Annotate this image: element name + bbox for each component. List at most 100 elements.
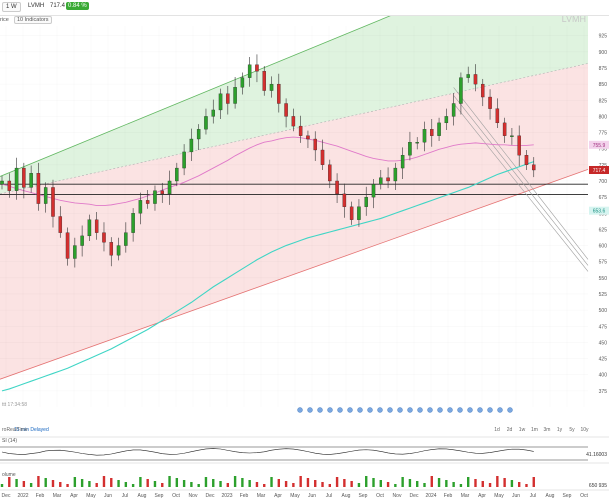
event-icon[interactable] <box>397 407 403 413</box>
candle[interactable] <box>335 180 339 195</box>
candle[interactable] <box>218 93 223 111</box>
candle[interactable] <box>167 180 172 195</box>
candle[interactable] <box>14 167 19 191</box>
candle[interactable] <box>182 151 186 169</box>
candle[interactable] <box>524 155 529 165</box>
candle[interactable] <box>7 180 12 191</box>
candle[interactable] <box>371 184 376 198</box>
candle[interactable] <box>328 164 332 182</box>
candle[interactable] <box>124 232 128 246</box>
candle[interactable] <box>510 135 514 137</box>
candle[interactable] <box>364 196 368 207</box>
candle[interactable] <box>240 77 245 88</box>
candle[interactable] <box>444 116 449 124</box>
candle[interactable] <box>342 193 347 207</box>
candle[interactable] <box>291 116 296 127</box>
event-icon[interactable] <box>447 407 453 413</box>
channel-upper-line[interactable] <box>0 0 588 177</box>
event-icon[interactable] <box>507 407 513 413</box>
candle[interactable] <box>102 232 106 243</box>
candle[interactable] <box>175 167 179 182</box>
event-icon[interactable] <box>497 407 503 413</box>
candle[interactable] <box>153 190 157 204</box>
event-icon[interactable] <box>367 407 373 413</box>
range-button-1w[interactable]: 1w <box>519 427 526 433</box>
candle[interactable] <box>430 129 434 136</box>
range-button-1m[interactable]: 1m <box>531 427 538 433</box>
event-icon[interactable] <box>327 407 333 413</box>
event-icon[interactable] <box>357 407 363 413</box>
candle[interactable] <box>138 200 143 214</box>
candle[interactable] <box>488 96 492 109</box>
range-button-1y[interactable]: 1y <box>557 427 563 433</box>
candle[interactable] <box>43 187 48 204</box>
range-button-1d[interactable]: 1d <box>494 427 500 433</box>
candle[interactable] <box>313 138 317 151</box>
candle[interactable] <box>481 83 485 98</box>
candle[interactable] <box>247 64 252 78</box>
candle[interactable] <box>466 74 470 78</box>
candle[interactable] <box>459 77 463 104</box>
event-icon[interactable] <box>387 407 393 413</box>
candle[interactable] <box>36 173 41 204</box>
range-button-10y[interactable]: 10y <box>580 427 589 433</box>
candle[interactable] <box>211 109 215 117</box>
candle[interactable] <box>277 83 281 104</box>
candle[interactable] <box>80 235 84 246</box>
candle[interactable] <box>262 71 266 91</box>
candle[interactable] <box>473 74 478 85</box>
event-icon[interactable] <box>417 407 423 413</box>
candle[interactable] <box>320 149 325 165</box>
candle[interactable] <box>226 93 230 104</box>
candle[interactable] <box>94 219 99 233</box>
event-icon[interactable] <box>427 407 433 413</box>
event-icon[interactable] <box>297 407 303 413</box>
candle[interactable] <box>532 164 536 171</box>
channel-mid-line[interactable] <box>0 63 589 195</box>
event-icon[interactable] <box>437 407 443 413</box>
candle[interactable] <box>196 129 201 140</box>
candle[interactable] <box>145 200 150 204</box>
candle[interactable] <box>415 142 419 144</box>
candle[interactable] <box>160 190 165 195</box>
candle[interactable] <box>65 232 70 259</box>
candle[interactable] <box>386 177 390 182</box>
candle[interactable] <box>437 122 441 136</box>
candle[interactable] <box>87 219 92 237</box>
channel-lower-line[interactable] <box>0 168 589 380</box>
event-icon[interactable] <box>337 407 343 413</box>
candle[interactable] <box>517 135 521 156</box>
candle[interactable] <box>393 167 398 182</box>
candle[interactable] <box>204 116 208 130</box>
candle[interactable] <box>357 206 361 220</box>
event-icon[interactable] <box>487 407 493 413</box>
candle[interactable] <box>131 213 135 233</box>
candle[interactable] <box>189 138 194 153</box>
candle[interactable] <box>349 206 354 220</box>
event-icon[interactable] <box>467 407 473 413</box>
candle[interactable] <box>306 135 310 140</box>
range-button-5y[interactable]: 5y <box>569 427 575 433</box>
candle[interactable] <box>58 216 63 233</box>
event-icon[interactable] <box>317 407 323 413</box>
candle[interactable] <box>233 87 237 104</box>
trend-line-down[interactable] <box>453 87 589 260</box>
candle[interactable] <box>269 83 274 91</box>
event-icon[interactable] <box>377 407 383 413</box>
candle[interactable] <box>51 187 55 217</box>
candle[interactable] <box>116 245 121 256</box>
candle[interactable] <box>422 129 427 143</box>
candle[interactable] <box>0 180 4 185</box>
candle[interactable] <box>109 242 114 256</box>
candle[interactable] <box>73 245 77 259</box>
candle[interactable] <box>451 103 456 117</box>
range-button-3m[interactable]: 3m <box>544 427 551 433</box>
candle[interactable] <box>298 125 303 136</box>
event-icon[interactable] <box>307 407 313 413</box>
candle[interactable] <box>255 64 259 72</box>
timeframe-select[interactable]: 1 W <box>2 2 21 12</box>
event-icon[interactable] <box>457 407 463 413</box>
event-icon[interactable] <box>477 407 483 413</box>
trend-line-down[interactable] <box>453 95 589 266</box>
